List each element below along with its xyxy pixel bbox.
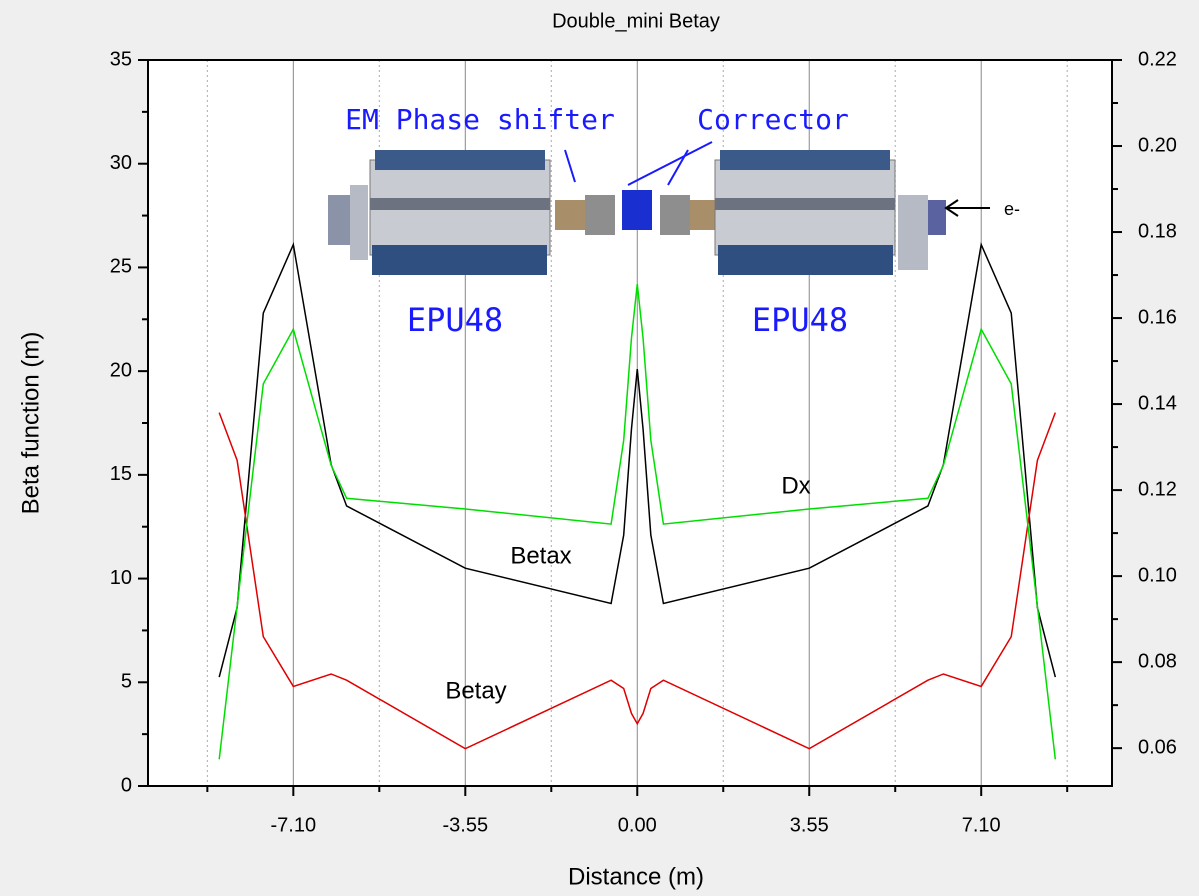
x-tick-label: -7.10 — [271, 814, 317, 836]
y-tick-label: 20 — [110, 359, 132, 381]
y-tick-label: 10 — [110, 567, 132, 589]
y2-tick-label: 0.22 — [1138, 48, 1177, 70]
y2-tick-label: 0.20 — [1138, 134, 1177, 156]
annotation: Dx — [781, 472, 810, 499]
y2-tick-label: 0.10 — [1138, 564, 1177, 586]
y2-tick-label: 0.06 — [1138, 736, 1177, 758]
y-tick-label: 30 — [110, 152, 132, 174]
chart: -7.10 -3.55 0.00 3.55 7.10 0 5 10 15 20 25 30 35 0.06… — [0, 0, 1199, 896]
y2-tick-label: 0.14 — [1138, 392, 1177, 414]
y-tick-label: 5 — [121, 671, 132, 693]
y-tick-label: 0 — [121, 774, 132, 796]
x-tick-label: 7.10 — [962, 814, 1001, 836]
annotation: Betay — [445, 677, 506, 704]
chart-title: Double_mini Betay — [552, 10, 720, 32]
x-axis-label: Distance (m) — [568, 863, 704, 890]
y-tick-label: 15 — [110, 463, 132, 485]
plot-area — [148, 60, 1112, 786]
y-tick-label: 35 — [110, 48, 132, 70]
x-tick-label: 0.00 — [618, 814, 657, 836]
annotation: EPU48 — [752, 301, 848, 339]
y2-tick-label: 0.18 — [1138, 220, 1177, 242]
y2-tick-label: 0.16 — [1138, 306, 1177, 328]
x-tick-label: 3.55 — [790, 814, 829, 836]
annotation: EPU48 — [407, 301, 503, 339]
y-tick-label: 25 — [110, 256, 132, 278]
annotation: Betax — [510, 542, 571, 569]
annotation: Corrector — [697, 103, 849, 136]
x-tick-label: -3.55 — [442, 814, 488, 836]
annotation: EM Phase shifter — [345, 103, 615, 136]
y2-tick-label: 0.12 — [1138, 478, 1177, 500]
annotation: e- — [1004, 199, 1020, 219]
y2-tick-label: 0.08 — [1138, 650, 1177, 672]
y-axis-label: Beta function (m) — [17, 332, 44, 515]
